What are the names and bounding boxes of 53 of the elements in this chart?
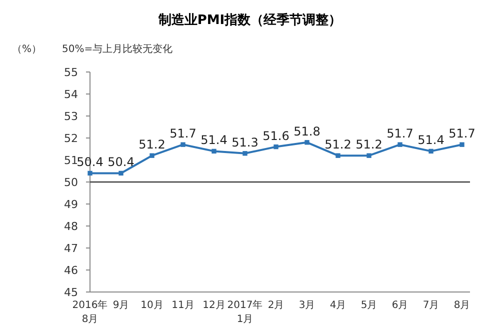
y-axis-title: （%） (12, 44, 42, 55)
y-tick-label: 53 (64, 110, 78, 123)
data-label: 51.4 (200, 133, 228, 148)
point (150, 153, 154, 158)
y-tick-label: 50 (64, 176, 78, 189)
y-tick-label: 52 (64, 132, 78, 145)
point (242, 151, 248, 156)
data-label: 51.8 (294, 124, 320, 138)
point (212, 148, 216, 154)
x-tick-label: 10月 (140, 300, 164, 311)
point (304, 140, 310, 145)
x-tick-label: 7月 (422, 300, 440, 311)
point (428, 148, 434, 154)
data-label: 51.7 (448, 126, 476, 141)
y-tick-label: 46 (64, 264, 78, 277)
data-label: 51.2 (356, 138, 382, 152)
point (180, 142, 186, 147)
point (88, 170, 92, 176)
x-tick-label: 12月 (202, 300, 226, 311)
data-label: 51.4 (418, 133, 444, 148)
data-label: 50.4 (76, 155, 104, 170)
y-tick-label: 51 (64, 154, 78, 167)
y-tick-label: 47 (64, 242, 78, 255)
data-label: 51.6 (262, 128, 290, 143)
y-tick-label: 55 (64, 66, 78, 79)
y-tick-label: 49 (64, 198, 78, 211)
x-tick-label: 2017年 1月 (227, 299, 263, 325)
point (398, 142, 402, 147)
data-label: 51.2 (324, 138, 352, 152)
x-tick-label: 6月 (392, 300, 408, 311)
y-tick-label: 45 (64, 286, 78, 299)
y-tick-label: 54 (64, 88, 78, 101)
x-tick-label: 3月 (298, 300, 316, 311)
x-tick-label: 9月 (112, 300, 130, 311)
point (274, 144, 278, 150)
x-tick-label: 4月 (330, 300, 346, 311)
chart-title: 制造业PMI指数（经季节调整） (157, 12, 342, 28)
x-tick-label: 8月 (454, 300, 470, 311)
point (118, 170, 124, 176)
data-label: 50.4 (108, 155, 134, 170)
point (366, 153, 372, 158)
text: 50%=与上月比较无变化 (62, 43, 173, 55)
x-tick-label: 2016年 8月 (72, 299, 108, 325)
data-label: 51.2 (138, 138, 166, 152)
data-label: 51.3 (232, 135, 258, 150)
point (460, 142, 464, 147)
x-tick-label: 5月 (360, 300, 378, 311)
data-label: 51.7 (170, 126, 196, 141)
x-tick-label: 11月 (172, 300, 194, 311)
point (336, 153, 340, 158)
data-label: 51.7 (386, 126, 414, 141)
y-tick-label: 48 (64, 220, 78, 233)
x-tick-label: 2月 (268, 300, 284, 311)
